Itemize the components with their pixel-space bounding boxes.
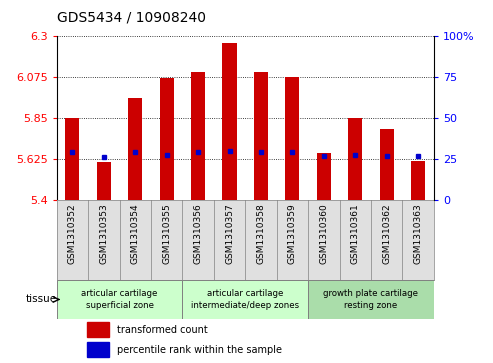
Text: GSM1310353: GSM1310353 — [99, 204, 108, 264]
Bar — [285, 77, 299, 200]
Bar — [128, 98, 142, 200]
FancyBboxPatch shape — [57, 280, 182, 319]
Text: transformed count: transformed count — [117, 325, 208, 335]
Text: GDS5434 / 10908240: GDS5434 / 10908240 — [57, 11, 206, 25]
Text: growth plate cartilage
resting zone: growth plate cartilage resting zone — [323, 289, 419, 310]
Text: GSM1310352: GSM1310352 — [68, 204, 77, 264]
Text: percentile rank within the sample: percentile rank within the sample — [117, 345, 282, 355]
Text: GSM1310356: GSM1310356 — [194, 204, 203, 264]
FancyBboxPatch shape — [308, 280, 434, 319]
Text: GSM1310362: GSM1310362 — [382, 204, 391, 264]
Bar — [222, 43, 237, 200]
Text: GSM1310355: GSM1310355 — [162, 204, 171, 264]
Bar — [411, 160, 425, 200]
Bar — [97, 162, 111, 200]
Text: GSM1310363: GSM1310363 — [414, 204, 423, 264]
Text: GSM1310360: GSM1310360 — [319, 204, 328, 264]
Text: GSM1310358: GSM1310358 — [256, 204, 266, 264]
Bar — [160, 78, 174, 200]
Text: GSM1310357: GSM1310357 — [225, 204, 234, 264]
Text: articular cartilage
superficial zone: articular cartilage superficial zone — [81, 289, 158, 310]
Text: articular cartilage
intermediate/deep zones: articular cartilage intermediate/deep zo… — [191, 289, 299, 310]
Text: GSM1310354: GSM1310354 — [131, 204, 140, 264]
Bar — [87, 322, 109, 338]
Bar — [317, 153, 331, 200]
Text: GSM1310361: GSM1310361 — [351, 204, 360, 264]
Bar — [191, 72, 205, 200]
Text: GSM1310359: GSM1310359 — [288, 204, 297, 264]
Bar — [254, 72, 268, 200]
Text: tissue: tissue — [26, 294, 57, 305]
Bar — [66, 118, 79, 200]
Bar — [87, 342, 109, 357]
Bar — [348, 118, 362, 200]
FancyBboxPatch shape — [182, 280, 308, 319]
Bar — [380, 129, 394, 200]
